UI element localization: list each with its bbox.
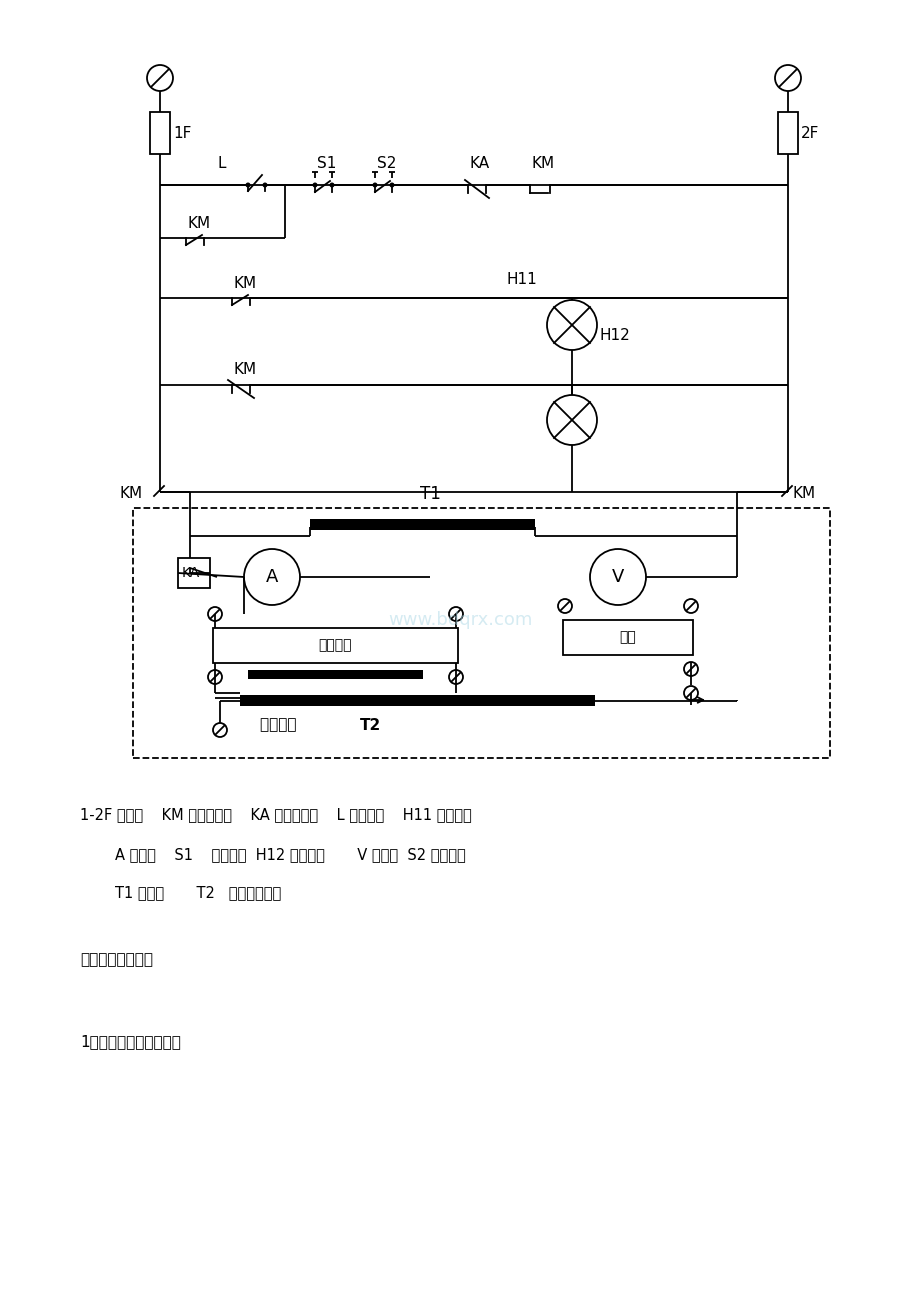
Circle shape bbox=[683, 661, 698, 676]
Text: 1F: 1F bbox=[173, 125, 191, 141]
Circle shape bbox=[389, 182, 394, 187]
Bar bbox=[248, 671, 423, 680]
Text: T2: T2 bbox=[359, 717, 380, 733]
Text: T1: T1 bbox=[419, 486, 440, 503]
Text: L: L bbox=[218, 155, 226, 171]
Circle shape bbox=[329, 182, 335, 187]
Circle shape bbox=[547, 395, 596, 445]
Text: KM: KM bbox=[531, 155, 554, 171]
Text: KM: KM bbox=[233, 362, 256, 378]
Circle shape bbox=[147, 65, 173, 91]
Bar bbox=[150, 112, 170, 154]
Circle shape bbox=[683, 686, 698, 700]
Bar bbox=[177, 559, 210, 589]
Text: V: V bbox=[611, 568, 623, 586]
Text: KA: KA bbox=[182, 566, 200, 579]
Circle shape bbox=[547, 299, 596, 350]
Circle shape bbox=[245, 182, 250, 187]
Text: KM: KM bbox=[792, 487, 815, 501]
Text: 1、交流耐压试验接线图: 1、交流耐压试验接线图 bbox=[80, 1035, 181, 1049]
Bar bbox=[213, 628, 458, 663]
Text: S1: S1 bbox=[317, 155, 336, 171]
Circle shape bbox=[244, 549, 300, 605]
Text: S2: S2 bbox=[377, 155, 396, 171]
Circle shape bbox=[312, 182, 317, 187]
Circle shape bbox=[372, 182, 377, 187]
Text: A: A bbox=[266, 568, 278, 586]
Text: KA: KA bbox=[470, 155, 490, 171]
Text: KM: KM bbox=[119, 487, 143, 501]
Bar bbox=[310, 519, 535, 530]
Text: 仪表: 仪表 bbox=[619, 630, 636, 644]
Text: KM: KM bbox=[233, 276, 256, 290]
Bar bbox=[240, 695, 595, 706]
Text: T1 调压器       T2   高压试验变压: T1 调压器 T2 高压试验变压 bbox=[115, 885, 281, 901]
Text: H12: H12 bbox=[599, 328, 630, 342]
Circle shape bbox=[213, 723, 227, 737]
Circle shape bbox=[208, 671, 221, 684]
Circle shape bbox=[683, 599, 698, 613]
Circle shape bbox=[589, 549, 645, 605]
Text: KM: KM bbox=[187, 216, 210, 230]
Text: www.bdqrx.com: www.bdqrx.com bbox=[388, 611, 531, 629]
Circle shape bbox=[774, 65, 800, 91]
Text: 六、试验现场布置: 六、试验现场布置 bbox=[80, 953, 153, 967]
Text: 2F: 2F bbox=[800, 125, 819, 141]
Circle shape bbox=[208, 607, 221, 621]
Circle shape bbox=[262, 182, 267, 187]
Text: 低压线圈: 低压线圈 bbox=[318, 638, 351, 652]
Text: H11: H11 bbox=[506, 272, 538, 286]
Text: 高压线圈: 高压线圈 bbox=[260, 717, 306, 733]
Bar bbox=[562, 620, 692, 655]
Text: 1-2F 燕断器    KM 交流接触器    KA 过流断电器    L 零位开关    H11 合闸指示: 1-2F 燕断器 KM 交流接触器 KA 过流断电器 L 零位开关 H11 合闸… bbox=[80, 807, 471, 823]
Circle shape bbox=[558, 599, 572, 613]
Bar bbox=[133, 508, 829, 758]
Circle shape bbox=[448, 607, 462, 621]
Circle shape bbox=[448, 671, 462, 684]
Bar bbox=[777, 112, 797, 154]
Text: A 电流表    S1    合闸按鈕  H12 电源指示       V 千伏表  S2 分闸按鈕: A 电流表 S1 合闸按鈕 H12 电源指示 V 千伏表 S2 分闸按鈕 bbox=[115, 848, 465, 862]
